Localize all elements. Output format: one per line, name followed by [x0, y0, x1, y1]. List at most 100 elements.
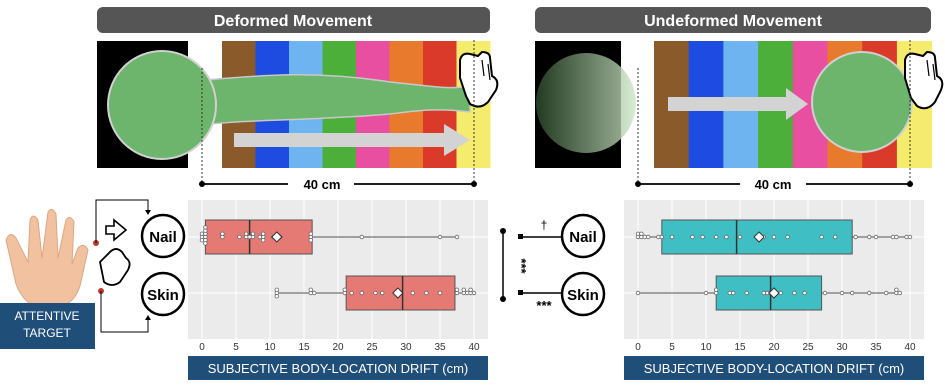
data-point [251, 232, 255, 236]
nail-label-right: Nail [569, 229, 597, 246]
data-point [840, 291, 844, 295]
data-point [411, 291, 415, 295]
data-point [670, 235, 674, 239]
plot-undeformed: 0 5 10 15 20 25 30 35 40 [624, 200, 924, 353]
data-point [823, 291, 827, 295]
arrow-icon [106, 220, 126, 240]
distance-bar-left: 40 cm [199, 176, 477, 192]
data-point [261, 238, 265, 242]
tick-label: 35 [434, 342, 446, 353]
tick-label: 5 [669, 342, 675, 353]
data-point [309, 238, 313, 242]
data-point [803, 291, 807, 295]
deformed-illustration: 40 cm [97, 40, 497, 192]
data-point [309, 232, 313, 236]
data-point [360, 291, 364, 295]
data-point [374, 291, 378, 295]
sig-top: † [541, 218, 548, 232]
skin-label-right: Skin [567, 287, 599, 304]
tick-label: 35 [870, 342, 882, 353]
attentive-target-line: TARGET [23, 326, 71, 340]
pinching-hand-small-icon [100, 249, 130, 285]
distance-bar-right: 40 cm [635, 176, 913, 192]
data-point [895, 235, 899, 239]
data-point [462, 288, 466, 292]
data-point [343, 288, 347, 292]
significance-annotations: † *** *** Nail Skin [500, 215, 604, 315]
tick-label: 30 [836, 342, 848, 353]
data-point [380, 291, 384, 295]
nail-label-left: Nail [149, 229, 177, 246]
attentive-target-line: ATTENTIVE [14, 309, 79, 323]
data-point [275, 294, 279, 298]
data-point [312, 291, 316, 295]
tick-label: 20 [768, 342, 780, 353]
tick-label: 30 [400, 342, 412, 353]
data-point [472, 291, 476, 295]
data-point [204, 226, 208, 230]
tick-label: 0 [199, 342, 205, 353]
data-point [714, 288, 718, 292]
distance-label-left: 40 cm [304, 177, 341, 192]
axis-caption-left-box: SUBJECTIVE BODY-LOCATION DRIFT (cm) [188, 356, 488, 380]
tick-label: 25 [802, 342, 814, 353]
data-point [455, 235, 459, 239]
data-point [895, 288, 899, 292]
skin-label-left: Skin [147, 287, 179, 304]
left-panel-title: Deformed Movement [214, 13, 373, 30]
data-point [738, 235, 742, 239]
data-point [646, 235, 650, 239]
right-title-bar: Undeformed Movement [535, 7, 931, 33]
data-point [731, 291, 735, 295]
data-point [309, 288, 313, 292]
plot-deformed: 0 5 10 15 20 25 30 35 40 [188, 200, 488, 353]
tick-label: 20 [332, 342, 344, 353]
undeformed-illustration: 40 cm [535, 40, 942, 192]
tick-label: 40 [904, 342, 916, 353]
data-point [455, 288, 459, 292]
data-point [884, 291, 888, 295]
ghost-finger-ball [536, 53, 636, 153]
data-point [221, 232, 225, 236]
data-point [793, 291, 797, 295]
data-point [691, 235, 695, 239]
tick-label: 5 [233, 342, 239, 353]
data-point [786, 235, 790, 239]
hand-icon [6, 209, 88, 306]
data-point [469, 288, 473, 292]
data-point [898, 291, 902, 295]
finger-ball [108, 51, 216, 159]
data-point [867, 235, 871, 239]
data-point [204, 242, 208, 246]
distance-label-right: 40 cm [755, 177, 792, 192]
tick-label: 25 [366, 342, 378, 353]
data-point [438, 235, 442, 239]
right-panel-title: Undeformed Movement [644, 13, 822, 30]
data-point [850, 291, 854, 295]
data-point [714, 235, 718, 239]
data-point [854, 235, 858, 239]
tick-label: 40 [468, 342, 480, 353]
sig-vertical: *** [514, 258, 529, 274]
data-point [704, 291, 708, 295]
tick-label: 10 [700, 342, 712, 353]
data-point [833, 235, 837, 239]
data-point [820, 235, 824, 239]
data-point [425, 291, 429, 295]
tick-label: 0 [635, 342, 641, 353]
attentive-target-box: ATTENTIVE TARGET [0, 303, 95, 349]
data-point [244, 232, 248, 236]
data-point [772, 235, 776, 239]
tick-label: 15 [298, 342, 310, 353]
data-point [660, 235, 664, 239]
axis-caption-right-box: SUBJECTIVE BODY-LOCATION DRIFT (cm) [624, 356, 924, 380]
data-point [640, 232, 644, 236]
data-point [275, 288, 279, 292]
tick-label: 15 [734, 342, 746, 353]
data-point [238, 235, 242, 239]
data-point [636, 291, 640, 295]
data-point [874, 235, 878, 239]
data-point [360, 235, 364, 239]
